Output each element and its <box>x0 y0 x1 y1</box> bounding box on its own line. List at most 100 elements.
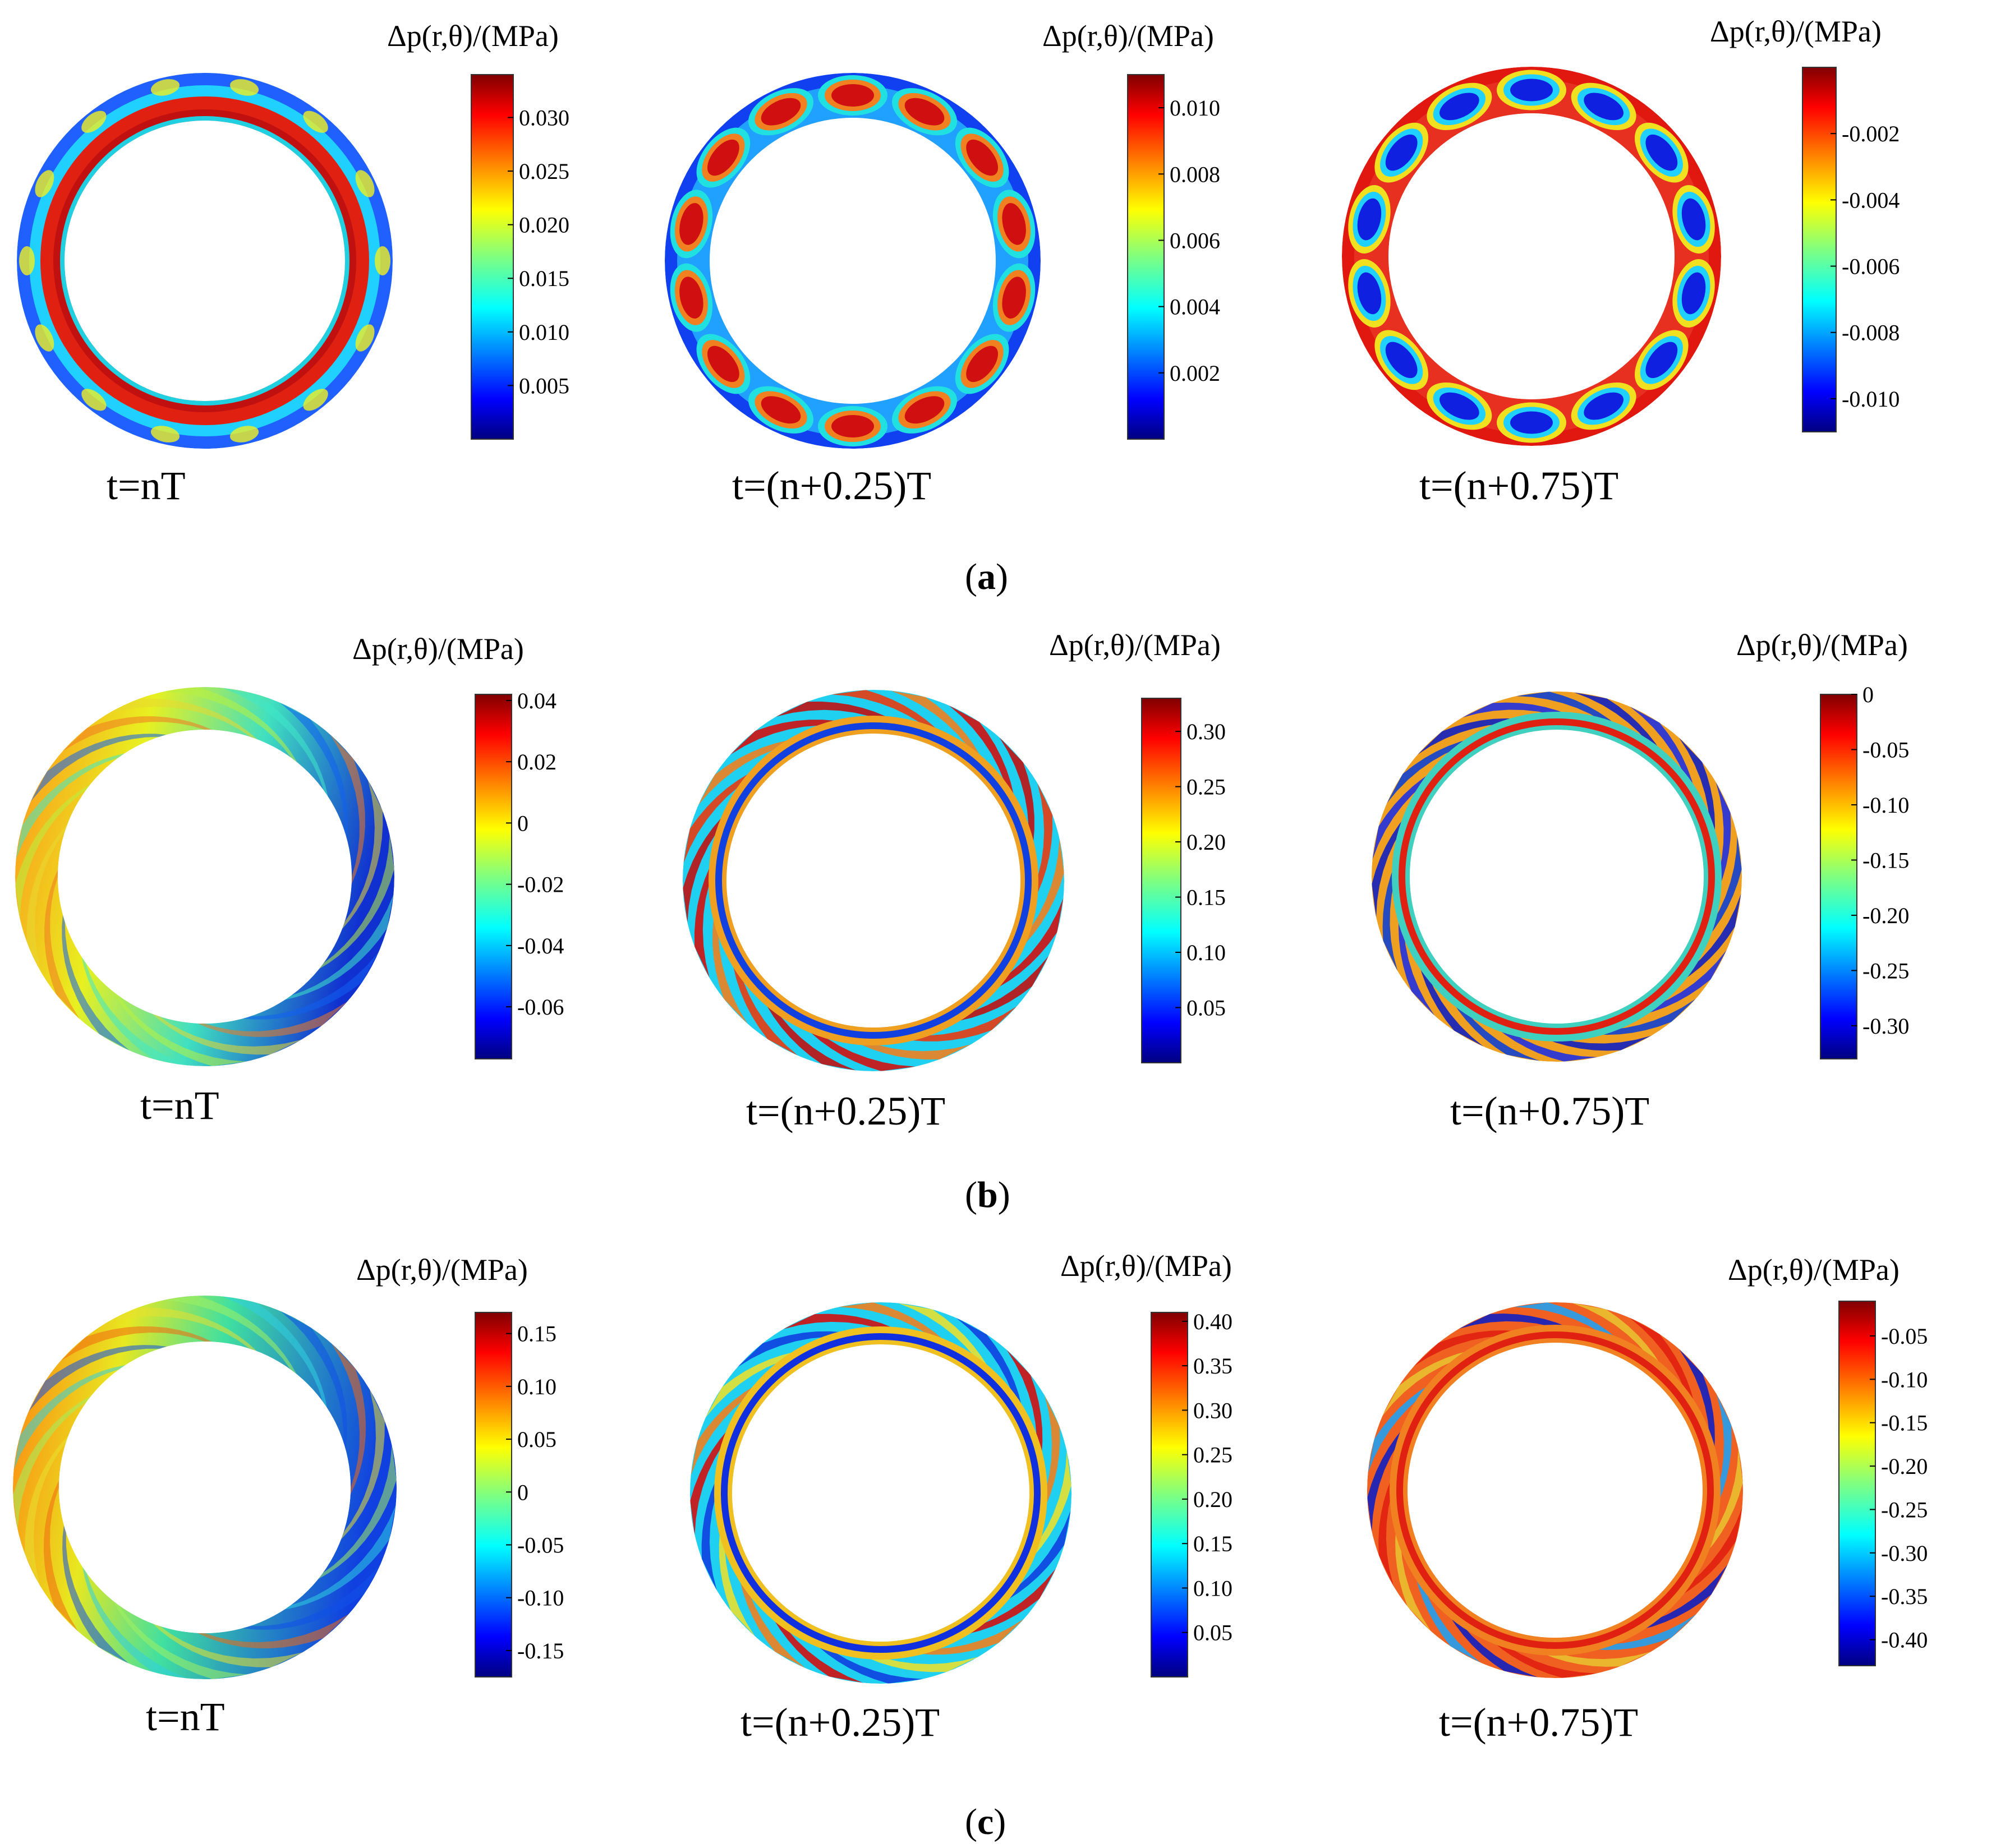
pressure-pocket <box>679 203 703 245</box>
pressure-pocket <box>1002 276 1026 319</box>
blade-streak <box>318 1445 397 1579</box>
ring-hole <box>1388 113 1675 399</box>
colorbar-tick-label: -0.06 <box>517 994 564 1020</box>
time-label: t=(n+0.25)T <box>746 1089 945 1133</box>
blade-streak <box>690 1399 765 1535</box>
blade-streak <box>1418 718 1565 755</box>
colorbar-scale <box>1838 1301 1876 1666</box>
colorbar-tick-label: 0 <box>517 810 528 836</box>
colorbar-tick-label: 0.15 <box>517 1321 557 1347</box>
time-label: t=nT <box>107 463 186 508</box>
blade-streak <box>1516 692 1649 763</box>
colorbar-tick-label: -0.25 <box>1862 958 1909 983</box>
pressure-pocket <box>1681 272 1706 315</box>
colorbar-tick-label: 0.006 <box>1170 228 1220 253</box>
blade-streak <box>1372 784 1443 918</box>
pressure-spot <box>150 426 180 443</box>
pressure-spot <box>355 170 375 197</box>
blade-streak <box>113 1601 247 1679</box>
blade-streak <box>1414 914 1484 1047</box>
blade-streak <box>956 1317 1025 1455</box>
blade-streak <box>873 1619 1024 1655</box>
ring-plot <box>690 1302 1071 1684</box>
blade-streak <box>737 1331 889 1367</box>
pressure-pocket <box>1385 342 1418 379</box>
blade-streak <box>683 788 760 923</box>
blade-streak <box>866 1006 1017 1041</box>
blade-streak <box>279 702 348 839</box>
blade-streak <box>736 1531 806 1669</box>
blade-streak <box>1629 1317 1699 1452</box>
blade-streak <box>15 784 91 919</box>
blade-streak <box>342 780 383 929</box>
ring-hole <box>58 730 352 1024</box>
pressure-pocket <box>1385 134 1418 171</box>
panel-b-1: Δp(r,θ)/(MPa) 0.04 0.02 0 -0.02 -0.04 -0.06 t… <box>15 632 564 1128</box>
colorbar-tick-label: -0.15 <box>517 1638 564 1663</box>
colorbar-scale <box>1802 67 1837 432</box>
colorbar-tick-label: 0.20 <box>1193 1487 1232 1512</box>
blade-streak <box>919 1568 1056 1638</box>
colorbar-tick-label: -0.002 <box>1842 121 1900 146</box>
colorbar-tick-label: 0.05 <box>1193 1620 1232 1646</box>
blade-streak <box>1670 1449 1743 1583</box>
blade-streak <box>839 1302 974 1377</box>
blade-streak <box>1671 836 1742 969</box>
colorbar-tick-label: 0.10 <box>1186 940 1226 965</box>
colorbar-tick-label: 0.005 <box>519 373 569 398</box>
blade-streak <box>107 1307 257 1352</box>
ring-plot <box>1372 692 1742 1062</box>
blade-streak <box>683 757 794 863</box>
colorbar-tick-label: 0.020 <box>519 213 569 238</box>
blade-streak <box>341 1389 385 1540</box>
blade-streak <box>1382 1347 1517 1416</box>
time-label: t=(n+0.25)T <box>732 463 931 508</box>
blade-streak <box>1593 1564 1728 1634</box>
blade-streak <box>28 1345 167 1412</box>
ring-plot <box>13 1296 397 1679</box>
blade-streak <box>1006 1349 1043 1501</box>
pressure-spot <box>375 246 390 275</box>
pressure-pocket <box>1681 198 1706 241</box>
pressure-pocket <box>966 139 999 176</box>
colorbar-tick-label: 0.008 <box>1170 162 1220 187</box>
blade-streak <box>1367 1397 1441 1532</box>
blade-streak <box>1635 1507 1742 1614</box>
colorbar-tick-label: -0.10 <box>1881 1367 1928 1392</box>
panel-a-1: Δp(r,θ)/(MPa) 0.0300.0250.0200.0150.0100… <box>17 19 569 508</box>
ring-inner-edge <box>721 1333 1041 1653</box>
colorbar-tick-label: -0.04 <box>517 933 564 958</box>
blade-streak <box>705 1348 843 1418</box>
panel-c-1: Δp(r,θ)/(MPa) 0.15 0.10 0.05 0 -0.05 -0.10 -0.… <box>13 1253 564 1739</box>
time-label: t=(n+0.25)T <box>741 1700 940 1745</box>
blade-streak <box>953 898 1064 1004</box>
colorbar-tick-label: -0.40 <box>1881 1628 1928 1653</box>
blade-streak <box>1368 1366 1475 1473</box>
ring-hole <box>732 1344 1029 1642</box>
pressure-pocket <box>904 396 945 424</box>
blade-streak <box>1464 990 1598 1062</box>
pressure-spot <box>230 79 259 96</box>
colorbar-tick-label: 0.002 <box>1170 361 1220 386</box>
blade-streak <box>1433 956 1540 1061</box>
blade-streak <box>162 1296 297 1374</box>
pressure-pocket <box>1002 203 1026 245</box>
blade-streak <box>163 687 297 763</box>
colorbar-tick-label: 0.35 <box>1193 1353 1232 1379</box>
pressure-spot <box>303 110 328 133</box>
colorbar-tick-label: 0.010 <box>519 320 569 345</box>
colorbar-scale <box>471 74 514 440</box>
time-label: t=nT <box>146 1694 225 1739</box>
colorbar-tick-label: 0.004 <box>1170 294 1220 320</box>
blade-streak <box>949 705 1017 843</box>
pressure-pocket <box>1645 342 1678 379</box>
colorbar-scale <box>1127 74 1165 440</box>
pressure-pocket <box>761 396 801 424</box>
blade-streak <box>719 1485 755 1637</box>
colorbar: 0.04 0.02 0 -0.02 -0.04 -0.06 <box>475 688 564 1059</box>
colorbar-tick-label: 0.05 <box>517 1427 557 1452</box>
blade-streak <box>891 690 997 801</box>
colorbar-scale <box>475 694 512 1059</box>
pressure-pocket <box>1439 93 1479 121</box>
row-label-b: (b) <box>965 1174 1010 1215</box>
